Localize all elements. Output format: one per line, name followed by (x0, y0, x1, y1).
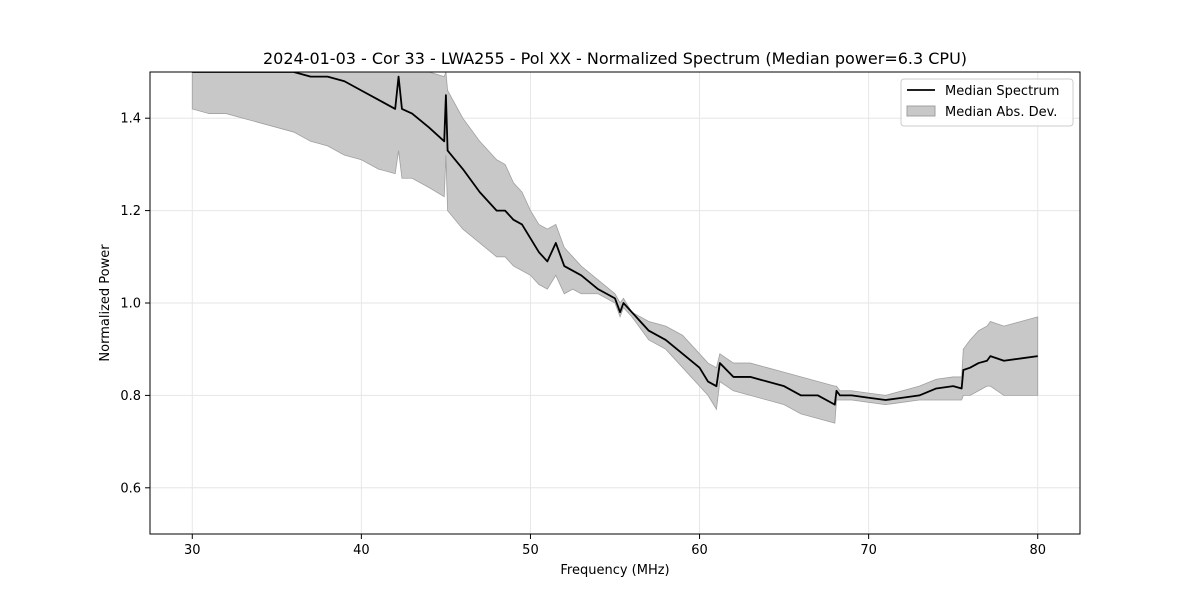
x-tick-label: 40 (353, 543, 370, 558)
y-axis-label: Normalized Power (98, 244, 113, 362)
x-tick-label: 80 (1029, 543, 1046, 558)
x-tick-label: 70 (860, 543, 877, 558)
plot-area (191, 72, 1039, 424)
chart-title: 2024-01-03 - Cor 33 - LWA255 - Pol XX - … (263, 49, 967, 68)
x-axis-label: Frequency (MHz) (560, 563, 669, 578)
legend-box (900, 78, 1074, 127)
legend: Median Spectrum Median Abs. Dev. (900, 78, 1074, 127)
y-tick-label: 1.4 (120, 112, 141, 127)
mad-band (191, 72, 1039, 424)
legend-band-swatch (906, 105, 936, 117)
x-tick-label: 60 (691, 543, 708, 558)
y-tick-label: 0.6 (120, 481, 141, 496)
y-tick-label: 1.0 (120, 297, 141, 312)
legend-entry-median-spectrum: Median Spectrum (945, 84, 1059, 99)
x-tick-label: 30 (184, 543, 201, 558)
y-axis-ticks: 0.6 0.8 1.0 1.2 1.4 (120, 112, 150, 496)
median-spectrum-line (192, 72, 1038, 406)
y-tick-label: 0.8 (120, 389, 141, 404)
x-tick-label: 50 (522, 543, 539, 558)
legend-entry-median-abs-dev: Median Abs. Dev. (945, 105, 1057, 120)
x-axis-ticks: 30 40 50 60 70 80 (184, 534, 1046, 558)
y-tick-label: 1.2 (120, 204, 141, 219)
